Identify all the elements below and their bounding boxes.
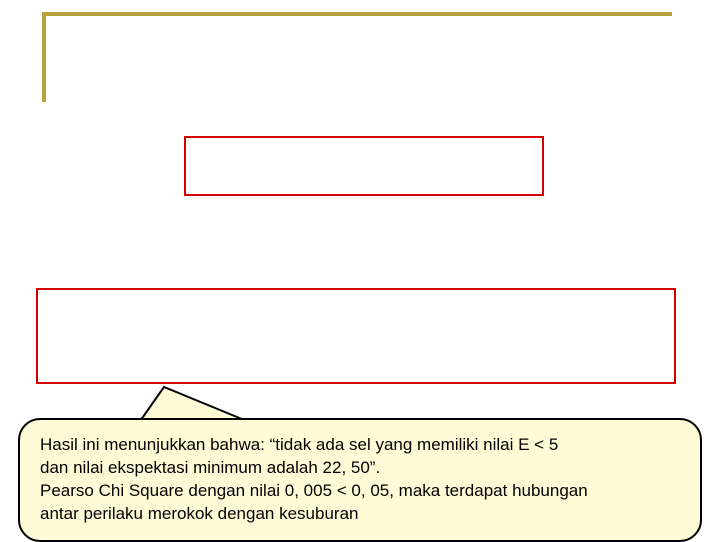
callout-line-3: Pearso Chi Square dengan nilai 0, 005 < … xyxy=(40,480,680,503)
callout-line-1: Hasil ini menunjukkan bahwa: “tidak ada … xyxy=(40,434,680,457)
callout-line-2: dan nilai ekspektasi minimum adalah 22, … xyxy=(40,457,680,480)
explanation-callout: Hasil ini menunjukkan bahwa: “tidak ada … xyxy=(18,418,702,542)
callout-line-4: antar perilaku merokok dengan kesuburan xyxy=(40,503,680,526)
